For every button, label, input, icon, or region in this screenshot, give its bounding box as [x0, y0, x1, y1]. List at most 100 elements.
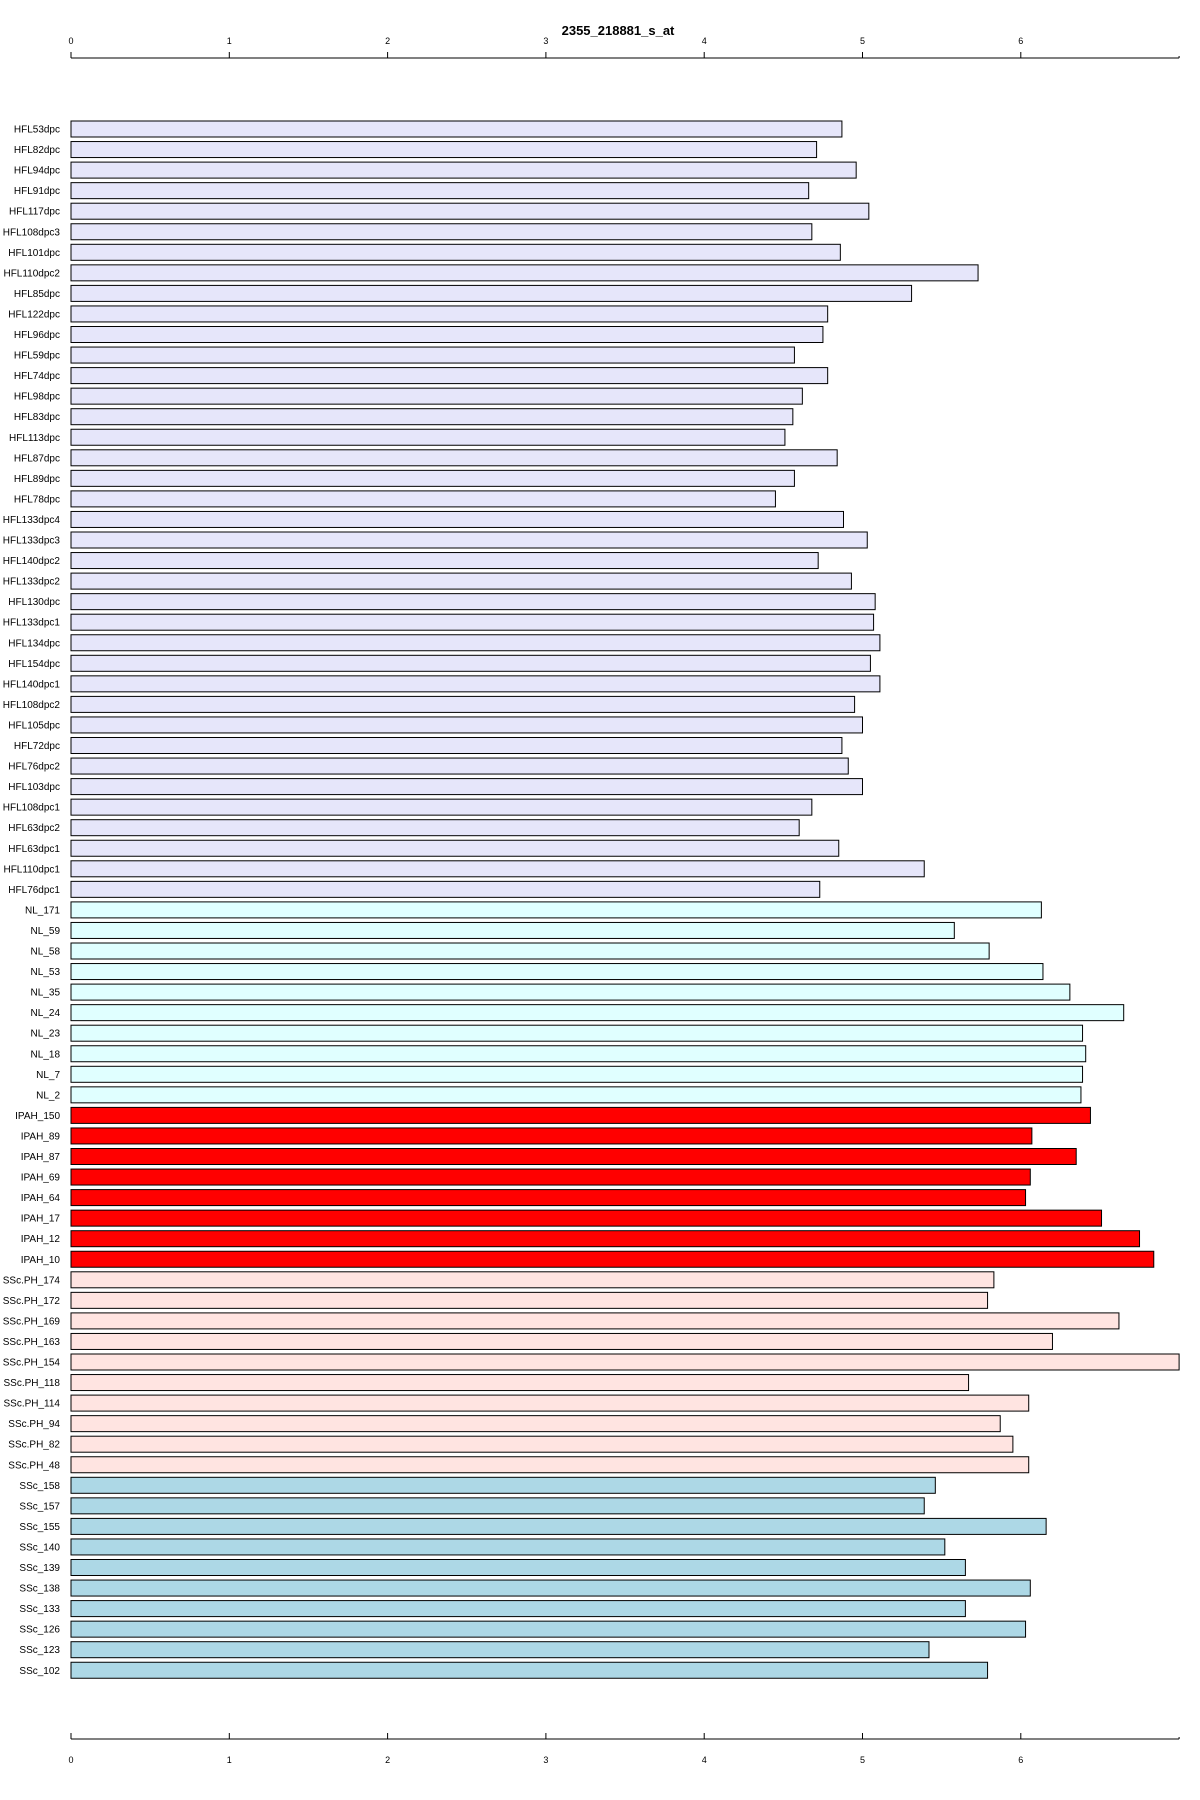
- bar-hfl133dpc4: [70, 510, 844, 528]
- bar-ssc-126: [70, 1620, 1027, 1638]
- bar-hfl130dpc: [70, 593, 876, 611]
- category-label: HFL110dpc2: [3, 268, 60, 279]
- bar-ssc-ph-48: [70, 1456, 1030, 1474]
- bottom-axis-tick-label: 2: [385, 1755, 390, 1765]
- category-label: SSc_139: [19, 1563, 60, 1574]
- bar-hfl140dpc1: [70, 675, 881, 693]
- bar-ssc-140: [70, 1538, 946, 1556]
- category-label: NL_59: [31, 926, 61, 937]
- category-label: SSc_158: [19, 1481, 60, 1492]
- bar-hfl87dpc: [70, 449, 838, 467]
- bar-ssc-157: [70, 1497, 925, 1515]
- category-label: HFL122dpc: [8, 309, 60, 320]
- top-axis-tick-label: 4: [702, 36, 707, 46]
- category-label: IPAH_64: [21, 1193, 61, 1204]
- bar-hfl122dpc: [70, 305, 829, 323]
- bar-hfl133dpc2: [70, 572, 852, 590]
- category-label: HFL72dpc: [14, 741, 60, 752]
- category-label: SSc_126: [19, 1625, 60, 1636]
- bar-hfl110dpc2: [70, 264, 979, 282]
- category-label: HFL140dpc1: [3, 679, 61, 690]
- bar-hfl133dpc1: [70, 613, 875, 631]
- bottom-axis-tick-label: 5: [860, 1755, 865, 1765]
- category-label: HFL108dpc3: [3, 227, 61, 238]
- bar-ssc-138: [70, 1579, 1031, 1597]
- bar-hfl105dpc: [70, 716, 863, 734]
- category-label: HFL130dpc: [8, 597, 60, 608]
- category-label: HFL76dpc1: [8, 885, 60, 896]
- bar-hfl108dpc1: [70, 798, 813, 816]
- top-axis-tick-label: 6: [1018, 36, 1023, 46]
- category-label: NL_58: [31, 947, 61, 958]
- category-labels-group: HFL53dpc HFL82dpc HFL94dpc HFL91dpc HFL117dp…: [3, 125, 61, 1677]
- category-label: HFL98dpc: [14, 392, 60, 403]
- chart-title: 2355_218881_s_at: [562, 23, 675, 38]
- category-label: HFL103dpc: [8, 782, 60, 793]
- category-label: NL_35: [31, 988, 61, 999]
- bar-ipah-17: [70, 1209, 1103, 1227]
- category-label: HFL110dpc1: [3, 864, 60, 875]
- category-label: HFL85dpc: [14, 289, 60, 300]
- bar-nl-2: [70, 1086, 1082, 1104]
- category-label: HFL133dpc2: [3, 577, 61, 588]
- category-label: NL_24: [31, 1008, 61, 1019]
- bar-ssc-ph-154: [70, 1353, 1180, 1371]
- category-label: SSc_123: [19, 1645, 60, 1656]
- bottom-axis-tick-label: 3: [543, 1755, 548, 1765]
- category-label: SSc_102: [19, 1666, 60, 1677]
- category-label: SSc_155: [19, 1522, 60, 1533]
- category-label: HFL91dpc: [14, 186, 60, 197]
- category-label: HFL101dpc: [8, 248, 60, 259]
- bar-nl-53: [70, 963, 1044, 981]
- category-label: SSc.PH_118: [3, 1378, 60, 1389]
- bar-nl-23: [70, 1024, 1084, 1042]
- bar-ipah-12: [70, 1230, 1141, 1248]
- bar-hfl133dpc3: [70, 531, 868, 549]
- category-label: SSc_138: [19, 1584, 60, 1595]
- bar-ssc-ph-169: [70, 1312, 1120, 1330]
- category-label: HFL134dpc: [8, 638, 60, 649]
- category-label: HFL154dpc: [8, 659, 60, 670]
- category-label: HFL63dpc1: [8, 844, 60, 855]
- bar-ssc-123: [70, 1641, 930, 1659]
- bar-hfl63dpc2: [70, 819, 800, 837]
- bars-group: [70, 120, 1180, 1679]
- category-label: SSc.PH_163: [3, 1337, 61, 1348]
- category-label: IPAH_87: [21, 1152, 61, 1163]
- category-label: IPAH_150: [15, 1111, 60, 1122]
- bar-nl-24: [70, 1004, 1125, 1022]
- bar-hfl113dpc: [70, 428, 786, 446]
- category-label: HFL94dpc: [14, 166, 60, 177]
- bottom-axis: 0 1 2 3 4 5 6: [68, 1733, 1180, 1765]
- category-label: NL_23: [31, 1029, 61, 1040]
- category-label: HFL89dpc: [14, 474, 60, 485]
- category-label: SSc_133: [19, 1604, 60, 1615]
- category-label: IPAH_89: [21, 1131, 61, 1142]
- category-label: HFL133dpc3: [3, 536, 61, 547]
- category-label: HFL113dpc: [9, 433, 60, 444]
- bar-nl-171: [70, 901, 1042, 919]
- category-label: HFL82dpc: [14, 145, 60, 156]
- category-label: HFL108dpc1: [3, 803, 61, 814]
- bar-ssc-ph-118: [70, 1374, 970, 1392]
- bar-hfl134dpc: [70, 634, 881, 652]
- category-label: HFL59dpc: [14, 351, 60, 362]
- bar-ssc-ph-172: [70, 1291, 989, 1309]
- bar-ssc-158: [70, 1476, 936, 1494]
- category-label: HFL105dpc: [8, 720, 60, 731]
- bar-ssc-ph-94: [70, 1415, 1001, 1433]
- bar-hfl74dpc: [70, 367, 829, 385]
- bar-hfl78dpc: [70, 490, 776, 508]
- category-label: NL_2: [36, 1090, 60, 1101]
- category-label: HFL74dpc: [14, 371, 60, 382]
- bar-hfl63dpc1: [70, 839, 840, 857]
- bar-hfl154dpc: [70, 654, 871, 672]
- top-axis-tick-label: 1: [227, 36, 232, 46]
- bar-hfl85dpc: [70, 284, 913, 302]
- bar-hfl59dpc: [70, 346, 795, 364]
- category-label: HFL108dpc2: [3, 700, 61, 711]
- category-label: IPAH_12: [21, 1234, 61, 1245]
- bar-ipah-150: [70, 1106, 1091, 1124]
- top-axis: 0 1 2 3 4 5 6: [68, 36, 1180, 59]
